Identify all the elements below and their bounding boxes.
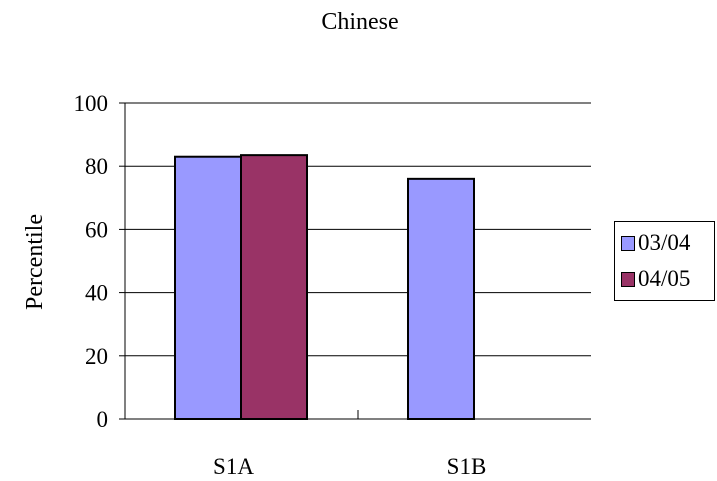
- y-tick-label: 20: [85, 344, 108, 369]
- y-tick-label: 60: [85, 217, 108, 242]
- y-tick-label: 0: [97, 407, 109, 432]
- axes: [119, 102, 591, 420]
- legend-swatch-series-2: [621, 271, 635, 287]
- y-axis-label: Percentile: [22, 214, 48, 310]
- legend-swatch-series-1: [621, 235, 635, 251]
- bar-s1a-series-1: [174, 155, 242, 420]
- bars: [174, 154, 475, 420]
- legend-item-series-1: 03/04: [621, 228, 690, 258]
- chart-title: Chinese: [321, 9, 398, 35]
- legend-label-series-1: 03/04: [638, 230, 691, 255]
- bar-s1a-series-2: [240, 154, 308, 420]
- legend-label-series-2: 04/05: [638, 266, 691, 291]
- legend-item-series-2: 04/05: [621, 264, 690, 294]
- legend: 03/04 04/05: [614, 221, 715, 301]
- y-tick-label: 80: [85, 154, 108, 179]
- x-tick-label: S1A: [213, 454, 254, 479]
- x-tick-labels: S1A S1B: [213, 454, 486, 479]
- bar-s1b-series-1: [407, 177, 475, 420]
- y-tick-labels: 0 20 40 60 80 100: [74, 91, 109, 432]
- y-tick-label: 40: [85, 281, 108, 306]
- y-tick-label: 100: [74, 91, 109, 116]
- x-tick-label: S1B: [447, 454, 487, 479]
